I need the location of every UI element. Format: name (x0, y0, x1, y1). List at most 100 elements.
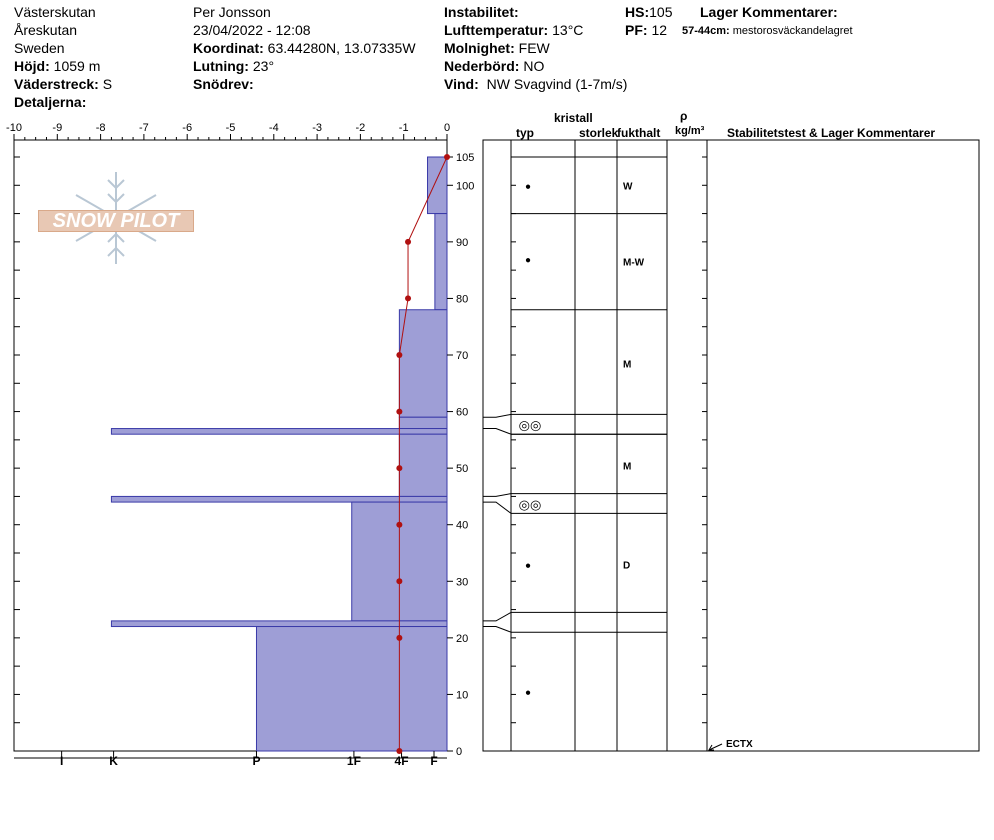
crystal-type-marker: ◎◎ (519, 418, 542, 433)
temperature-point (396, 748, 403, 754)
precip-value: NO (523, 58, 545, 74)
snow-height: HS:105 (625, 4, 672, 20)
height-tick-label: 70 (456, 350, 468, 362)
col-moisture: fukthalt (617, 126, 661, 140)
temp-tick-label: -2 (356, 122, 366, 134)
elevation: Höjd: 1059 m (14, 58, 100, 74)
stability-test-arrowhead (708, 744, 714, 751)
height-tick-label: 100 (456, 180, 474, 192)
temperature-point (396, 408, 403, 415)
temp-tick-label: -6 (182, 122, 192, 134)
layer-boundary-connector (483, 428, 512, 435)
drift-label: Snödrev: (193, 76, 254, 92)
col-type: typ (516, 126, 534, 140)
cloud-label: Molnighet: (444, 40, 515, 56)
wind-value: NW Svagvind (1-7m/s) (486, 76, 628, 92)
col-density-unit: kg/m³ (675, 125, 705, 137)
layer-boundary-connector (483, 493, 512, 497)
country-name: Sweden (14, 40, 65, 56)
hardness-tick-label: 4F (395, 754, 409, 768)
coordinates: Koordinat: 63.44280N, 13.07335W (193, 40, 416, 56)
pf-value: 12 (651, 22, 668, 38)
moisture-label: W (623, 181, 633, 192)
height-tick-label: 60 (456, 407, 468, 419)
layer-boundary-connector (483, 501, 512, 514)
height-tick-label: 40 (456, 520, 468, 532)
aspect-value: S (102, 76, 113, 92)
crystal-type-marker: ● (525, 560, 531, 571)
elevation-value: 1059 m (53, 58, 101, 74)
hardness-tick-label: P (252, 754, 260, 768)
height-tick-label: 30 (456, 576, 468, 588)
hardness-layer-bar (434, 213, 448, 311)
hardness-layer-bar (110, 428, 448, 435)
logo-text: SNOW PILOT (38, 210, 194, 232)
crystal-type-marker: ● (525, 255, 531, 266)
elevation-label: Höjd: (14, 58, 50, 74)
layer-boundary-connector (483, 626, 512, 633)
coord-label: Koordinat: (193, 40, 264, 56)
hardness-tick-label: F (430, 754, 437, 768)
moisture-label: M-W (623, 258, 645, 269)
temp-tick-label: -10 (6, 122, 22, 134)
precip-label: Nederbörd: (444, 58, 520, 74)
col-stability: Stabilitetstest & Lager Kommentarer (727, 126, 936, 140)
hardness-layer-bar (110, 620, 448, 628)
temp-tick-label: -9 (52, 122, 62, 134)
temperature-profile-line (398, 156, 448, 751)
layer-comments-label: Lager Kommentarer: (700, 4, 838, 20)
hardness-layer-bar (398, 309, 448, 418)
hs-label: HS: (625, 4, 650, 20)
crystal-type-marker: ● (525, 181, 531, 192)
coord-value: 63.44280N, 13.07335W (267, 40, 416, 56)
wind-label: Vind: (444, 76, 479, 92)
hardness-layer-bar (427, 156, 448, 215)
temp-tick-label: -5 (226, 122, 236, 134)
hardness-tick-label: K (109, 754, 118, 768)
snowpilot-logo: SNOW PILOT (38, 170, 196, 270)
temp-tick-label: 0 (444, 122, 450, 134)
aspect-label: Väderstreck: (14, 76, 99, 92)
airtemp-value: 13°C (552, 22, 584, 38)
hs-value: 105 (649, 4, 673, 20)
moisture-label: M (623, 461, 631, 472)
col-size: storlek (579, 126, 618, 140)
temperature-point (396, 521, 403, 528)
height-tick-label: 80 (456, 293, 468, 305)
hardness-layer-bar (398, 433, 448, 497)
pf-label: PF: (625, 22, 648, 38)
area-name: Åreskutan (14, 22, 78, 38)
height-tick-label: 50 (456, 463, 468, 475)
aspect: Väderstreck: S (14, 76, 112, 92)
air-temperature: Lufttemperatur: 13°C (444, 22, 583, 38)
slope: Lutning: 23° (193, 58, 274, 74)
crystal-type-marker: ● (525, 688, 531, 699)
hardness-layer-bar (255, 626, 448, 752)
airtemp-label: Lufttemperatur: (444, 22, 549, 38)
hardness-tick-label: I (60, 754, 63, 768)
temperature-point (396, 465, 403, 472)
temp-tick-label: -8 (96, 122, 106, 134)
layer-boundary-connector (483, 413, 512, 418)
temperature-point (405, 238, 412, 245)
moisture-label: M (623, 359, 631, 370)
temp-tick-label: -1 (399, 122, 409, 134)
instability-label: Instabilitet: (444, 4, 519, 20)
layer-comment-range: 57-44cm: (682, 25, 730, 37)
temperature-point (444, 154, 450, 160)
cloud-cover: Molnighet: FEW (444, 40, 550, 56)
temperature-point (396, 352, 403, 358)
hardness-tick-label: 1F (347, 754, 361, 768)
slope-value: 23° (252, 58, 275, 74)
observation-datetime: 23/04/2022 - 12:08 (193, 22, 311, 38)
penetration: PF: 12 (625, 22, 667, 38)
layer-comment-text: mestorosväckandelagret (732, 25, 853, 37)
col-crystal: kristall (554, 111, 593, 125)
stability-test-pointer (708, 743, 723, 751)
height-tick-label: 0 (456, 746, 462, 758)
temperature-point (396, 578, 403, 585)
precipitation: Nederbörd: NO (444, 58, 544, 74)
hardness-layer-bar (110, 495, 448, 503)
height-tick-label: 105 (456, 152, 474, 164)
